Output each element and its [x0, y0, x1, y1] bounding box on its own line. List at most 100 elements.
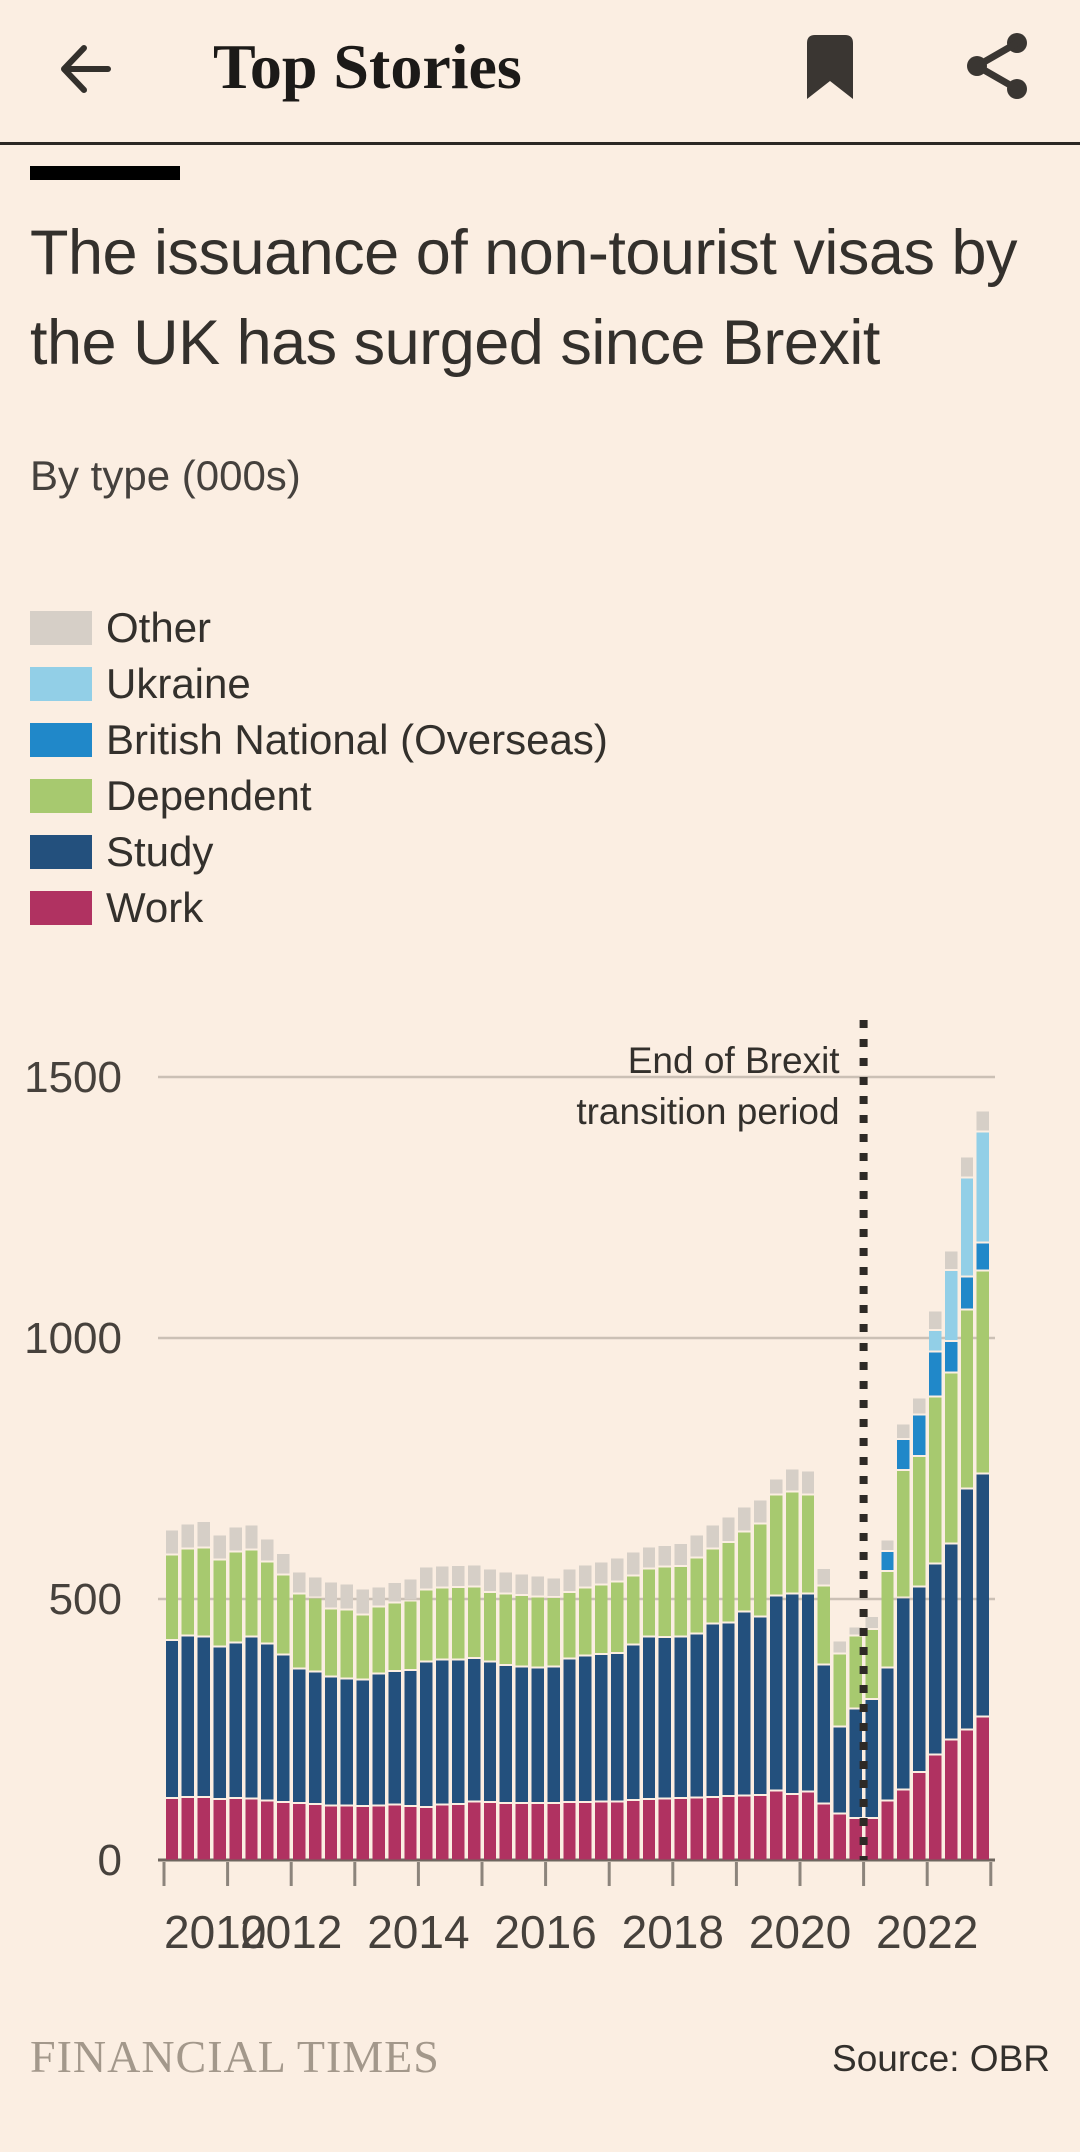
bar-segment: [610, 1653, 624, 1801]
bar-segment: [849, 1818, 862, 1860]
bar-segment: [372, 1607, 385, 1673]
x-axis-tick-label: 2016: [494, 1906, 596, 1958]
bar-segment: [960, 1489, 974, 1729]
bar-segment: [515, 1595, 528, 1666]
bar-segment: [547, 1804, 560, 1860]
bar-segment: [181, 1549, 195, 1635]
bar-segment: [229, 1643, 242, 1797]
bar-segment: [817, 1665, 831, 1803]
back-arrow-icon: [61, 45, 111, 93]
bar-segment: [865, 1616, 878, 1628]
bar-segment: [197, 1548, 210, 1636]
legend-label: Other: [106, 604, 212, 651]
bar-segment: [960, 1730, 974, 1860]
legend-label: Study: [106, 828, 214, 875]
bar-segment: [499, 1665, 513, 1803]
bookmark-button[interactable]: [800, 34, 860, 104]
legend-swatch-dependent: [30, 779, 92, 813]
ft-logo: FINANCIAL TIMES: [30, 2031, 440, 2082]
bar-segment: [928, 1331, 942, 1351]
bar-segment: [976, 1717, 990, 1860]
bar-segment: [722, 1623, 735, 1795]
bar-segment: [595, 1654, 608, 1801]
bar-segment: [356, 1589, 369, 1614]
bar-segment: [340, 1679, 354, 1805]
bar-segment: [261, 1539, 274, 1561]
bar-segment: [451, 1588, 465, 1659]
bar-segment: [165, 1530, 179, 1554]
bar-segment: [483, 1592, 497, 1661]
bar-segment: [356, 1615, 369, 1679]
bar-segment: [420, 1662, 433, 1806]
bar-segment: [658, 1567, 672, 1637]
bar-segment: [642, 1800, 656, 1860]
bar-segment: [944, 1544, 958, 1739]
bar-segment: [404, 1671, 417, 1805]
bar-segment: [531, 1597, 544, 1667]
bar-segment: [769, 1479, 783, 1494]
bar-segment: [865, 1629, 878, 1698]
share-icon: [967, 32, 1027, 99]
bar-segment: [245, 1799, 258, 1860]
share-button[interactable]: [962, 30, 1036, 104]
bar-segment: [785, 1469, 799, 1491]
legend-label: British National (Overseas): [106, 716, 608, 763]
bar-segment: [801, 1792, 815, 1860]
bar-segment: [944, 1271, 958, 1341]
bar-segment: [213, 1560, 226, 1646]
bar-segment: [706, 1624, 719, 1796]
bar-segment: [722, 1517, 735, 1542]
bar-segment: [245, 1550, 258, 1636]
bar-segment: [420, 1590, 433, 1661]
bar-segment: [420, 1567, 433, 1589]
bar-segment: [579, 1565, 592, 1587]
bar-segment: [769, 1791, 783, 1860]
bar-segment: [897, 1439, 910, 1470]
bar-segment: [197, 1521, 210, 1547]
y-axis-tick-label: 1500: [24, 1053, 122, 1102]
bar-segment: [181, 1636, 195, 1796]
bar-segment: [499, 1804, 513, 1860]
bar-segment: [976, 1243, 990, 1270]
bar-segment: [499, 1594, 513, 1664]
bar-segment: [801, 1471, 815, 1494]
bar-segment: [499, 1572, 513, 1593]
bar-segment: [754, 1524, 767, 1616]
bar-segment: [754, 1617, 767, 1794]
bar-segment: [913, 1415, 926, 1456]
bar-segment: [324, 1609, 338, 1676]
bar-segment: [547, 1597, 560, 1666]
bar-segment: [324, 1582, 338, 1608]
bookmark-icon: [807, 34, 853, 99]
bar-segment: [308, 1672, 322, 1804]
bar-segment: [690, 1798, 703, 1860]
bar-segment: [388, 1603, 401, 1671]
bar-segment: [404, 1579, 417, 1600]
x-axis-tick-label: 2022: [876, 1906, 978, 1958]
bar-segment: [531, 1576, 544, 1596]
bar-segment: [658, 1638, 672, 1798]
bar-segment: [913, 1457, 926, 1586]
bar-segment: [928, 1397, 942, 1563]
bar-segment: [420, 1807, 433, 1860]
bar-segment: [897, 1598, 910, 1789]
bar-segment: [738, 1532, 751, 1611]
legend-label: Work: [106, 884, 204, 931]
chart-legend: Other Ukraine British National (Overseas…: [30, 600, 608, 936]
x-axis-tick-label: 2020: [749, 1906, 851, 1958]
bar-segment: [706, 1797, 719, 1860]
y-axis-tick-label: 500: [49, 1575, 122, 1624]
bar-segment: [595, 1562, 608, 1584]
bar-segment: [642, 1637, 656, 1799]
back-button[interactable]: [50, 34, 120, 104]
bar-segment: [897, 1790, 910, 1860]
bar-segment: [897, 1471, 910, 1597]
bar-segment: [213, 1535, 226, 1559]
bar-segment: [610, 1558, 624, 1581]
bar-segment: [181, 1797, 195, 1860]
bar-segment: [308, 1598, 322, 1671]
bar-segment: [277, 1575, 290, 1654]
legend-item-dependent: Dependent: [30, 768, 608, 824]
bar-segment: [324, 1806, 338, 1860]
bar-segment: [531, 1668, 544, 1803]
